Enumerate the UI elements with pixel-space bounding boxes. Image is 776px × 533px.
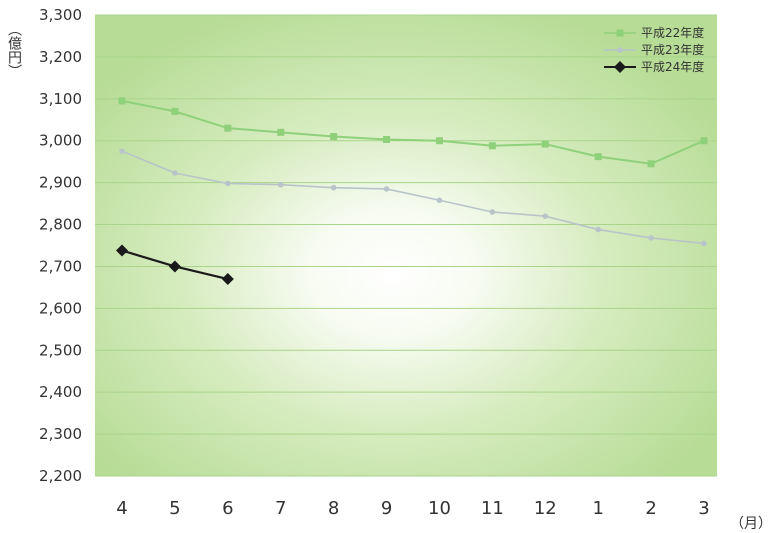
y-tick-label: 2,200 <box>39 467 82 485</box>
legend-item: 平成24年度 <box>604 59 704 74</box>
x-tick-label: 12 <box>534 498 557 519</box>
data-point <box>172 170 178 176</box>
x-tick-label: 2 <box>645 498 656 519</box>
legend-label: 平成22年度 <box>641 25 704 40</box>
y-tick-label: 2,600 <box>39 299 82 317</box>
data-point <box>330 133 338 141</box>
data-point <box>435 137 443 145</box>
series-line <box>121 99 705 165</box>
series-group <box>116 97 708 286</box>
data-point <box>436 197 443 204</box>
data-point <box>277 181 284 188</box>
data-point <box>171 107 179 115</box>
legend-marker <box>617 47 623 53</box>
data-point <box>116 244 128 257</box>
series-circle <box>119 148 707 247</box>
data-point <box>383 135 391 143</box>
data-point <box>224 124 232 132</box>
y-tick-label: 2,800 <box>39 216 82 234</box>
data-point <box>277 128 285 136</box>
legend-marker <box>616 29 624 37</box>
x-axis: 4 5 6 7 8 9 10 11 12 1 2 3 <box>116 498 709 519</box>
data-point <box>221 273 234 286</box>
x-tick-label: 6 <box>222 498 233 519</box>
y-axis: 2,200 2,300 2,400 2,500 2,600 2,700 2,800 2,900… <box>39 6 82 485</box>
data-point <box>701 240 707 247</box>
data-point <box>700 137 708 145</box>
y-tick-label: 2,300 <box>39 425 82 443</box>
x-tick-label: 9 <box>381 498 392 519</box>
data-point <box>542 213 549 219</box>
x-tick-label: 3 <box>698 498 709 519</box>
x-tick-label: 5 <box>169 498 180 519</box>
legend-item: 平成22年度 <box>604 25 704 40</box>
data-point <box>647 160 655 168</box>
x-axis-unit: （月） <box>730 516 772 532</box>
data-point <box>648 235 654 241</box>
series-line <box>121 150 705 245</box>
data-point <box>594 153 602 161</box>
data-point <box>225 180 231 187</box>
series-diamond <box>116 244 234 286</box>
x-tick-label: 10 <box>428 498 451 519</box>
x-tick-label: 11 <box>481 498 504 519</box>
plot-area <box>95 15 717 476</box>
data-point <box>330 184 337 191</box>
y-tick-label: 2,900 <box>39 174 82 192</box>
data-point <box>119 148 125 155</box>
legend-label: 平成23年度 <box>641 42 704 57</box>
x-tick-label: 7 <box>275 498 286 519</box>
y-axis-label: （億円） <box>6 22 22 78</box>
y-tick-label: 2,500 <box>39 341 82 359</box>
y-tick-label: 3,100 <box>39 90 82 108</box>
y-tick-label: 2,700 <box>39 257 82 275</box>
y-tick-label: 3,200 <box>39 48 82 66</box>
y-tick-label: 2,400 <box>39 383 82 401</box>
data-point <box>541 140 549 148</box>
x-tick-label: 8 <box>328 498 339 519</box>
legend-marker <box>614 61 626 73</box>
data-point <box>168 260 181 273</box>
data-point <box>383 186 390 192</box>
y-tick-label: 3,000 <box>39 132 82 150</box>
data-point <box>595 226 601 233</box>
y-tick-label: 3,300 <box>39 6 82 24</box>
legend-item: 平成23年度 <box>604 42 704 57</box>
data-point <box>118 97 126 105</box>
x-tick-label: 4 <box>116 498 127 519</box>
legend-label: 平成24年度 <box>641 59 704 74</box>
x-tick-label: 1 <box>592 498 603 519</box>
data-point <box>489 209 496 215</box>
series-square <box>118 97 708 168</box>
data-point <box>488 142 496 150</box>
